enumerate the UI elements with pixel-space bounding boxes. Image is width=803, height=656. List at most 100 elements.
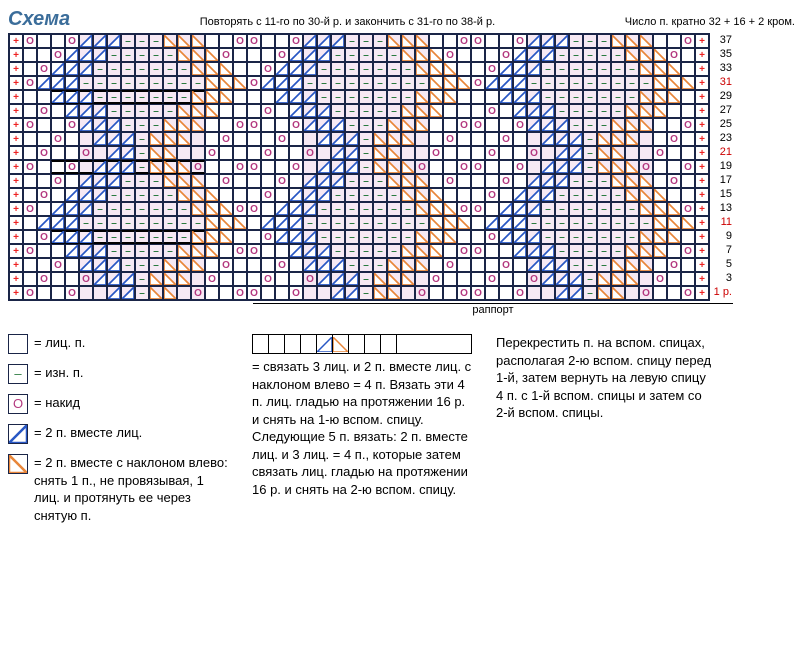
cell: [485, 286, 499, 300]
cell: –: [597, 34, 611, 48]
cell: O: [289, 160, 303, 174]
cell: [681, 146, 695, 160]
cell: [163, 132, 177, 146]
cell: [51, 34, 65, 48]
cell: [527, 188, 541, 202]
cell: O: [261, 104, 275, 118]
cell: –: [191, 216, 205, 230]
cell: [233, 272, 247, 286]
cell: [205, 48, 219, 62]
cell: [289, 90, 303, 104]
cell: [499, 118, 513, 132]
cell: [191, 118, 205, 132]
cell: [667, 34, 681, 48]
cell: [569, 132, 583, 146]
cell: [345, 160, 359, 174]
cell: [429, 48, 443, 62]
cell: [443, 244, 457, 258]
cell: –: [569, 174, 583, 188]
cell: O: [499, 132, 513, 146]
cell: –: [583, 104, 597, 118]
cell: [177, 244, 191, 258]
cell: –: [569, 118, 583, 132]
cell: [681, 48, 695, 62]
cell: [23, 62, 37, 76]
cell: –: [107, 244, 121, 258]
cell: [387, 160, 401, 174]
cell: [107, 160, 121, 174]
cell: –: [135, 118, 149, 132]
cell: –: [527, 76, 541, 90]
cell: [681, 62, 695, 76]
cell: [667, 104, 681, 118]
cell: –: [597, 202, 611, 216]
cell: [401, 160, 415, 174]
cell: –: [135, 48, 149, 62]
cell: –: [555, 202, 569, 216]
cell: –: [121, 118, 135, 132]
cell: [37, 202, 51, 216]
cell: [79, 230, 93, 244]
cell: –: [373, 258, 387, 272]
cell: +: [9, 48, 23, 62]
cell: –: [331, 230, 345, 244]
cell: –: [583, 174, 597, 188]
cell: [485, 258, 499, 272]
cell: [317, 118, 331, 132]
cell: [219, 216, 233, 230]
cell: [527, 62, 541, 76]
cell: O: [485, 62, 499, 76]
cell: +: [695, 34, 709, 48]
cell: +: [695, 132, 709, 146]
cell: [555, 286, 569, 300]
cell: –: [177, 76, 191, 90]
cell: –: [331, 62, 345, 76]
cell: [415, 202, 429, 216]
cell: –: [163, 230, 177, 244]
cell: O: [233, 160, 247, 174]
cell: –: [345, 104, 359, 118]
cell: [233, 90, 247, 104]
cell: [37, 76, 51, 90]
cell: –: [569, 90, 583, 104]
cell: [541, 104, 555, 118]
cell: –: [331, 216, 345, 230]
cell: [93, 188, 107, 202]
cell: [331, 160, 345, 174]
cell: [23, 216, 37, 230]
cell: –: [611, 90, 625, 104]
cell: [443, 146, 457, 160]
cell: [107, 174, 121, 188]
cell: [177, 132, 191, 146]
cell: +: [695, 258, 709, 272]
cell: [219, 244, 233, 258]
legend-item: = 2 п. вместе лиц.: [8, 424, 228, 444]
cell: –: [107, 188, 121, 202]
cell: –: [611, 104, 625, 118]
cell: [513, 104, 527, 118]
cell: –: [597, 76, 611, 90]
cell: –: [373, 90, 387, 104]
cell: [401, 132, 415, 146]
cell: [387, 286, 401, 300]
cell: [317, 244, 331, 258]
cell: [149, 272, 163, 286]
cell: [499, 146, 513, 160]
cell: [457, 62, 471, 76]
cell: O: [457, 118, 471, 132]
cell: [205, 34, 219, 48]
cell: [317, 174, 331, 188]
cell: –: [541, 62, 555, 76]
cell: –: [387, 76, 401, 90]
cell: [499, 104, 513, 118]
cell: –: [387, 104, 401, 118]
cell: –: [611, 76, 625, 90]
cell: [37, 132, 51, 146]
cell: [191, 104, 205, 118]
cell: [303, 90, 317, 104]
cell: [443, 230, 457, 244]
cell: [247, 48, 261, 62]
cell: [415, 230, 429, 244]
cell: [499, 202, 513, 216]
cell: [513, 132, 527, 146]
